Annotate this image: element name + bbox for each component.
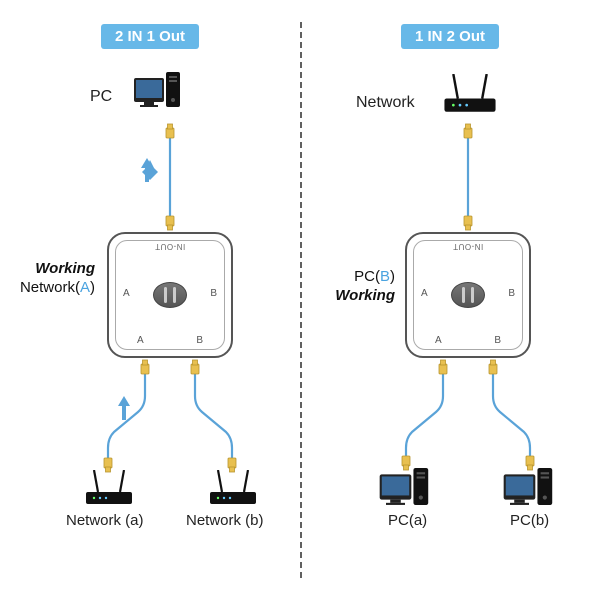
switch-knob-icon bbox=[153, 282, 187, 308]
working-word: Working bbox=[335, 287, 395, 306]
panel-1in2out: 1 IN 2 Out Network IN-OUT A B A B bbox=[300, 0, 600, 600]
working-word: Working bbox=[20, 260, 95, 279]
port-b-bot: B bbox=[494, 335, 501, 346]
port-b-mid: B bbox=[508, 288, 515, 299]
bottom-label-b: PC(b) bbox=[510, 512, 549, 529]
router-icon bbox=[82, 470, 136, 511]
port-a-bot: A bbox=[137, 335, 144, 346]
bottom-label-a: PC(a) bbox=[388, 512, 427, 529]
working-label-right: PC(B) Working bbox=[335, 268, 395, 306]
switch-knob-icon bbox=[451, 282, 485, 308]
diagram-root: 2 IN 1 Out PC bbox=[0, 0, 600, 600]
port-b-mid: B bbox=[210, 288, 217, 299]
working-detail: Network(A) bbox=[20, 279, 95, 298]
port-a-mid: A bbox=[421, 288, 428, 299]
bottom-label-a: Network (a) bbox=[66, 512, 144, 529]
pc-icon bbox=[502, 468, 556, 506]
port-b-bot: B bbox=[196, 335, 203, 346]
router-icon bbox=[206, 470, 260, 511]
pc-icon bbox=[378, 468, 432, 506]
bottom-label-b: Network (b) bbox=[186, 512, 264, 529]
working-label-left: Working Network(A) bbox=[20, 260, 95, 298]
switch-box-right: IN-OUT A B A B bbox=[405, 232, 531, 358]
panel-2in1out: 2 IN 1 Out PC bbox=[0, 0, 300, 600]
inout-label: IN-OUT bbox=[155, 242, 186, 251]
switch-box-left: IN-OUT A B A B bbox=[107, 232, 233, 358]
working-detail: PC(B) bbox=[335, 268, 395, 287]
port-a-mid: A bbox=[123, 288, 130, 299]
port-a-bot: A bbox=[435, 335, 442, 346]
inout-label: IN-OUT bbox=[453, 242, 484, 251]
